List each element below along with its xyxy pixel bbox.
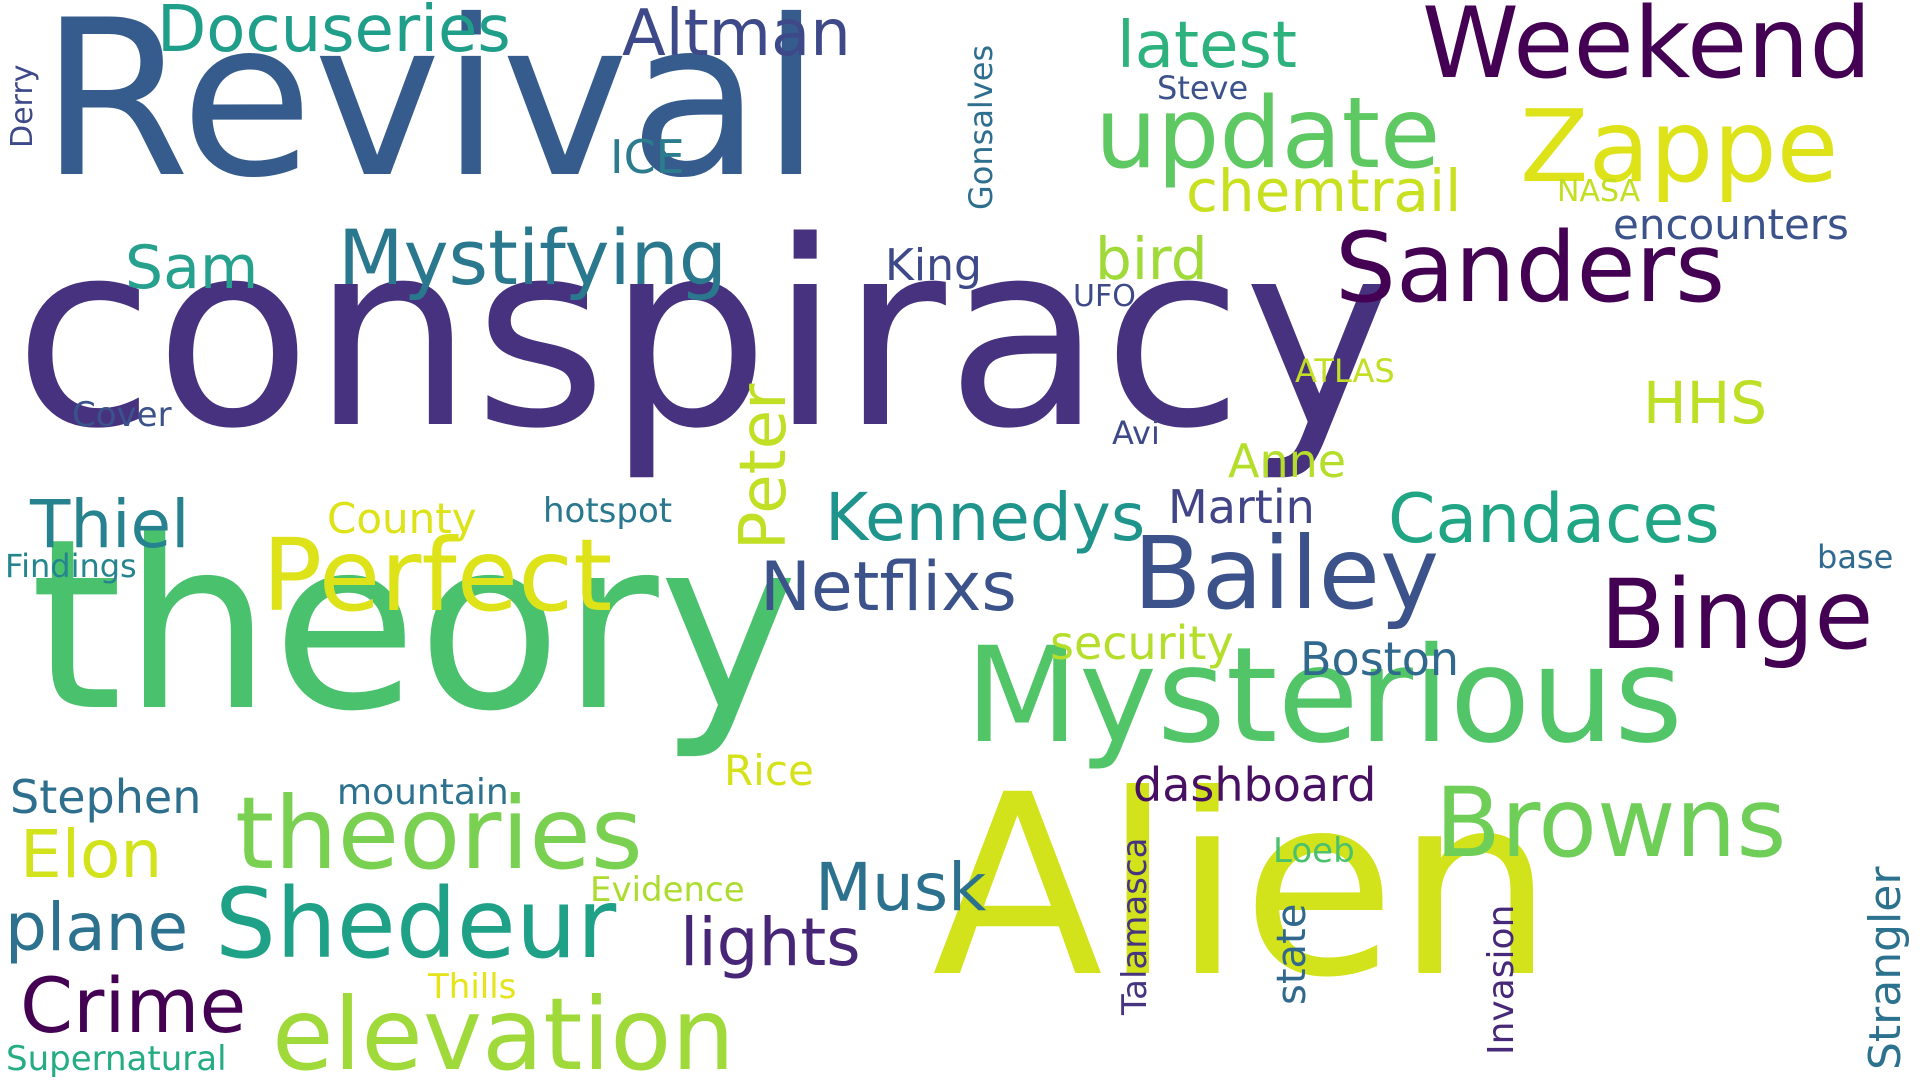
- word-shedeur: Shedeur: [215, 868, 617, 980]
- word-peter: Peter: [727, 383, 801, 550]
- word-altman: Altman: [622, 0, 851, 71]
- word-ufo: UFO: [1073, 279, 1136, 314]
- word-thiel: Thiel: [30, 486, 190, 563]
- word-theory: theory: [30, 488, 799, 763]
- word-evidence: Evidence: [590, 870, 745, 910]
- word-mystifying: Mystifying: [338, 213, 727, 302]
- word-security: security: [1050, 616, 1234, 670]
- word-derry: Derry: [5, 64, 40, 148]
- word-atlas: ATLAS: [1295, 352, 1395, 390]
- word-gonsalves: Gonsalves: [962, 44, 1000, 210]
- word-sam: Sam: [125, 233, 259, 303]
- word-mysterious: Mysterious: [965, 619, 1683, 773]
- word-avi: Avi: [1112, 414, 1160, 452]
- word-alien: Alien: [932, 741, 1555, 1032]
- word-encounters: encounters: [1613, 200, 1849, 249]
- word-state: state: [1269, 903, 1315, 1005]
- word-zappe: Zappe: [1520, 88, 1839, 205]
- word-kennedys: Kennedys: [825, 479, 1146, 556]
- word-revival: Revival: [40, 0, 822, 225]
- word-plane: plane: [5, 889, 189, 966]
- word-findings: Findings: [5, 547, 137, 585]
- word-hotspot: hotspot: [543, 491, 673, 531]
- word-martin: Martin: [1168, 480, 1315, 534]
- word-stephen: Stephen: [10, 770, 202, 824]
- word-king: King: [885, 240, 982, 291]
- word-bailey: Bailey: [1133, 515, 1440, 632]
- word-netflixs: Netflixs: [760, 548, 1017, 627]
- word-update: update: [1095, 77, 1441, 191]
- word-thills: Thills: [428, 967, 517, 1007]
- word-loeb: Loeb: [1273, 831, 1355, 871]
- word-county: County: [327, 494, 477, 543]
- word-talamasca: Talamasca: [1115, 837, 1155, 1015]
- word-dashboard: dashboard: [1133, 758, 1377, 812]
- word-rice: Rice: [724, 746, 814, 795]
- word-ice: ICE: [610, 130, 685, 184]
- word-latest: latest: [1117, 9, 1297, 83]
- word-candaces: Candaces: [1388, 480, 1720, 559]
- word-elon: Elon: [20, 816, 163, 893]
- word-binge: Binge: [1600, 559, 1874, 671]
- word-musk: Musk: [815, 849, 987, 926]
- word-sanders: Sanders: [1335, 212, 1726, 324]
- word-lights: lights: [680, 904, 861, 981]
- word-hhs: HHS: [1643, 369, 1768, 437]
- word-mountain: mountain: [337, 772, 509, 813]
- word-weekend: Weekend: [1422, 0, 1872, 101]
- word-boston: Boston: [1300, 632, 1460, 686]
- word-strangler: Strangler: [1860, 866, 1911, 1070]
- word-theories: theories: [235, 775, 643, 892]
- word-docuseries: Docuseries: [157, 0, 511, 67]
- word-chemtrail: chemtrail: [1186, 157, 1462, 225]
- word-conspiracy: conspiracy: [14, 187, 1395, 485]
- word-cover: Cover: [72, 395, 172, 435]
- word-browns: Browns: [1435, 767, 1787, 879]
- word-anne: Anne: [1228, 434, 1347, 488]
- word-perfect: Perfect: [262, 517, 613, 634]
- word-nasa: NASA: [1557, 174, 1641, 209]
- word-steve: Steve: [1157, 69, 1249, 107]
- word-crime: Crime: [20, 961, 247, 1050]
- word-base: base: [1817, 538, 1894, 576]
- word-elevation: elevation: [272, 976, 735, 1080]
- word-bird: bird: [1095, 225, 1208, 293]
- word-supernatural: Supernatural: [6, 1039, 227, 1079]
- word-invasion: Invasion: [1481, 904, 1522, 1055]
